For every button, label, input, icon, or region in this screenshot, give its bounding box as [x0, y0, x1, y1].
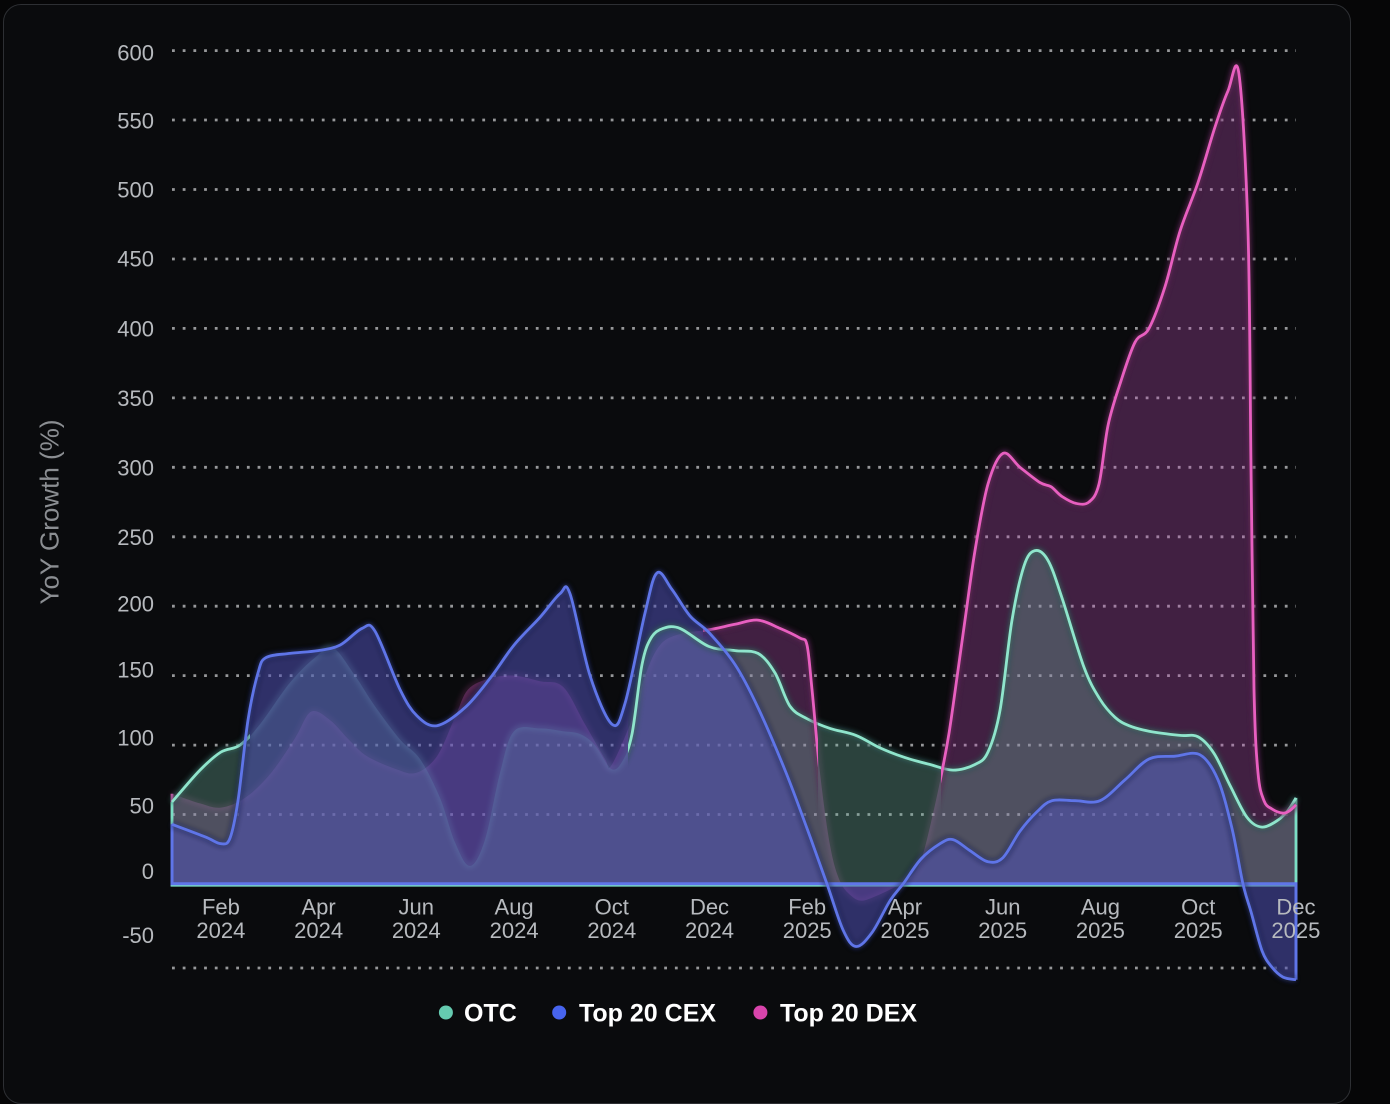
svg-text:YoY Growth (%): YoY Growth (%) — [35, 420, 65, 605]
svg-text:400: 400 — [117, 317, 154, 342]
svg-text:Aug: Aug — [495, 895, 534, 920]
svg-text:150: 150 — [117, 658, 154, 683]
svg-text:Feb: Feb — [788, 895, 826, 920]
svg-text:250: 250 — [117, 525, 154, 550]
svg-text:50: 50 — [130, 794, 154, 819]
svg-text:2024: 2024 — [392, 918, 441, 943]
svg-text:Dec: Dec — [690, 895, 729, 920]
svg-text:2025: 2025 — [1174, 918, 1223, 943]
svg-text:2025: 2025 — [1076, 918, 1125, 943]
svg-text:200: 200 — [117, 592, 154, 617]
svg-text:2024: 2024 — [196, 918, 245, 943]
svg-text:2025: 2025 — [783, 918, 832, 943]
svg-text:2024: 2024 — [587, 918, 636, 943]
svg-text:300: 300 — [117, 456, 154, 481]
svg-text:600: 600 — [117, 41, 154, 66]
svg-text:2025: 2025 — [1271, 918, 1320, 943]
svg-text:350: 350 — [117, 386, 154, 411]
svg-text:OTC: OTC — [464, 1000, 517, 1028]
svg-text:Top 20 CEX: Top 20 CEX — [579, 1000, 716, 1028]
svg-text:Oct: Oct — [1181, 895, 1215, 920]
svg-text:Top 20 DEX: Top 20 DEX — [780, 1000, 917, 1028]
svg-text:2024: 2024 — [490, 918, 539, 943]
svg-text:100: 100 — [117, 726, 154, 751]
svg-text:2024: 2024 — [685, 918, 734, 943]
svg-text:500: 500 — [117, 178, 154, 203]
svg-text:0: 0 — [142, 859, 154, 884]
svg-text:Feb: Feb — [202, 895, 240, 920]
svg-text:Apr: Apr — [888, 895, 922, 920]
svg-text:2025: 2025 — [881, 918, 930, 943]
svg-text:Oct: Oct — [595, 895, 629, 920]
svg-text:2024: 2024 — [294, 918, 343, 943]
svg-text:550: 550 — [117, 109, 154, 134]
svg-text:Jun: Jun — [985, 895, 1020, 920]
svg-text:450: 450 — [117, 247, 154, 272]
svg-text:-50: -50 — [122, 923, 154, 948]
svg-text:Aug: Aug — [1081, 895, 1120, 920]
svg-text:Apr: Apr — [301, 895, 335, 920]
svg-text:2025: 2025 — [978, 918, 1027, 943]
svg-text:Jun: Jun — [399, 895, 434, 920]
svg-text:Dec: Dec — [1276, 895, 1315, 920]
